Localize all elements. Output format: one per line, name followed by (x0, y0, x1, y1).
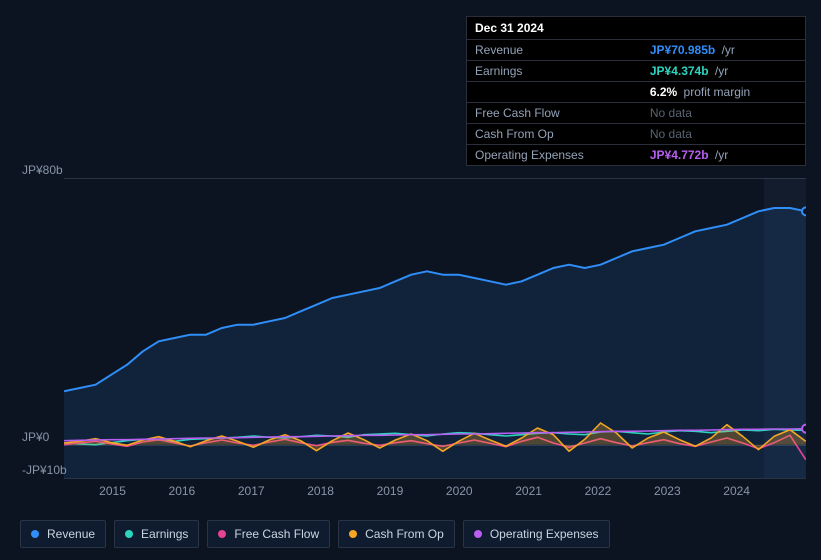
tooltip-row-label (467, 82, 642, 103)
chart-plot-area[interactable] (64, 178, 806, 478)
x-tick-label: 2017 (238, 484, 265, 498)
tooltip-row: Cash From OpNo data (467, 124, 805, 145)
chart-svg (64, 178, 806, 478)
legend-item-cash-from-op[interactable]: Cash From Op (338, 520, 455, 548)
legend-dot-icon (474, 530, 482, 538)
legend-item-earnings[interactable]: Earnings (114, 520, 199, 548)
y-tick-label: JP¥80b (22, 163, 63, 177)
x-tick-label: 2019 (377, 484, 404, 498)
x-tick-label: 2024 (723, 484, 750, 498)
tooltip-date: Dec 31 2024 (467, 17, 805, 39)
tooltip-row-label: Cash From Op (467, 124, 642, 145)
tooltip-row-value: JP¥70.985b /yr (642, 40, 805, 61)
tooltip-row-value: JP¥4.374b /yr (642, 61, 805, 82)
x-tick-label: 2020 (446, 484, 473, 498)
gridline (64, 478, 806, 479)
x-tick-label: 2021 (515, 484, 542, 498)
x-tick-label: 2023 (654, 484, 681, 498)
tooltip-row: Free Cash FlowNo data (467, 103, 805, 124)
legend-item-operating-expenses[interactable]: Operating Expenses (463, 520, 610, 548)
legend-dot-icon (31, 530, 39, 538)
legend-label: Earnings (141, 527, 188, 541)
legend-label: Cash From Op (365, 527, 444, 541)
end-marker (802, 207, 806, 215)
x-tick-label: 2015 (99, 484, 126, 498)
y-tick-label: JP¥0 (22, 430, 49, 444)
legend-dot-icon (125, 530, 133, 538)
chart-tooltip: Dec 31 2024 RevenueJP¥70.985b /yrEarning… (466, 16, 806, 166)
legend-item-revenue[interactable]: Revenue (20, 520, 106, 548)
tooltip-row-label: Earnings (467, 61, 642, 82)
legend-label: Free Cash Flow (234, 527, 319, 541)
tooltip-row: EarningsJP¥4.374b /yr (467, 61, 805, 82)
tooltip-row-label: Revenue (467, 40, 642, 61)
legend-dot-icon (218, 530, 226, 538)
tooltip-row-value: No data (642, 103, 805, 124)
legend-dot-icon (349, 530, 357, 538)
tooltip-row-value: JP¥4.772b /yr (642, 145, 805, 166)
x-tick-label: 2022 (585, 484, 612, 498)
y-tick-label: -JP¥10b (22, 463, 67, 477)
tooltip-row: Operating ExpensesJP¥4.772b /yr (467, 145, 805, 166)
end-marker (802, 425, 806, 433)
tooltip-row: 6.2% profit margin (467, 82, 805, 103)
legend-label: Operating Expenses (490, 527, 599, 541)
x-tick-label: 2016 (169, 484, 196, 498)
tooltip-row-label: Free Cash Flow (467, 103, 642, 124)
series-fill-revenue (64, 208, 806, 478)
legend-label: Revenue (47, 527, 95, 541)
tooltip-row-label: Operating Expenses (467, 145, 642, 166)
tooltip-table: RevenueJP¥70.985b /yrEarningsJP¥4.374b /… (467, 39, 805, 165)
financials-chart[interactable]: JP¥80b JP¥0 -JP¥10b 2015 2016 2017 2018 2019 20… (16, 160, 806, 510)
chart-legend: Revenue Earnings Free Cash Flow Cash From O… (20, 520, 610, 548)
tooltip-row-value: 6.2% profit margin (642, 82, 805, 103)
legend-item-free-cash-flow[interactable]: Free Cash Flow (207, 520, 330, 548)
x-tick-label: 2018 (307, 484, 334, 498)
tooltip-row-value: No data (642, 124, 805, 145)
tooltip-row: RevenueJP¥70.985b /yr (467, 40, 805, 61)
